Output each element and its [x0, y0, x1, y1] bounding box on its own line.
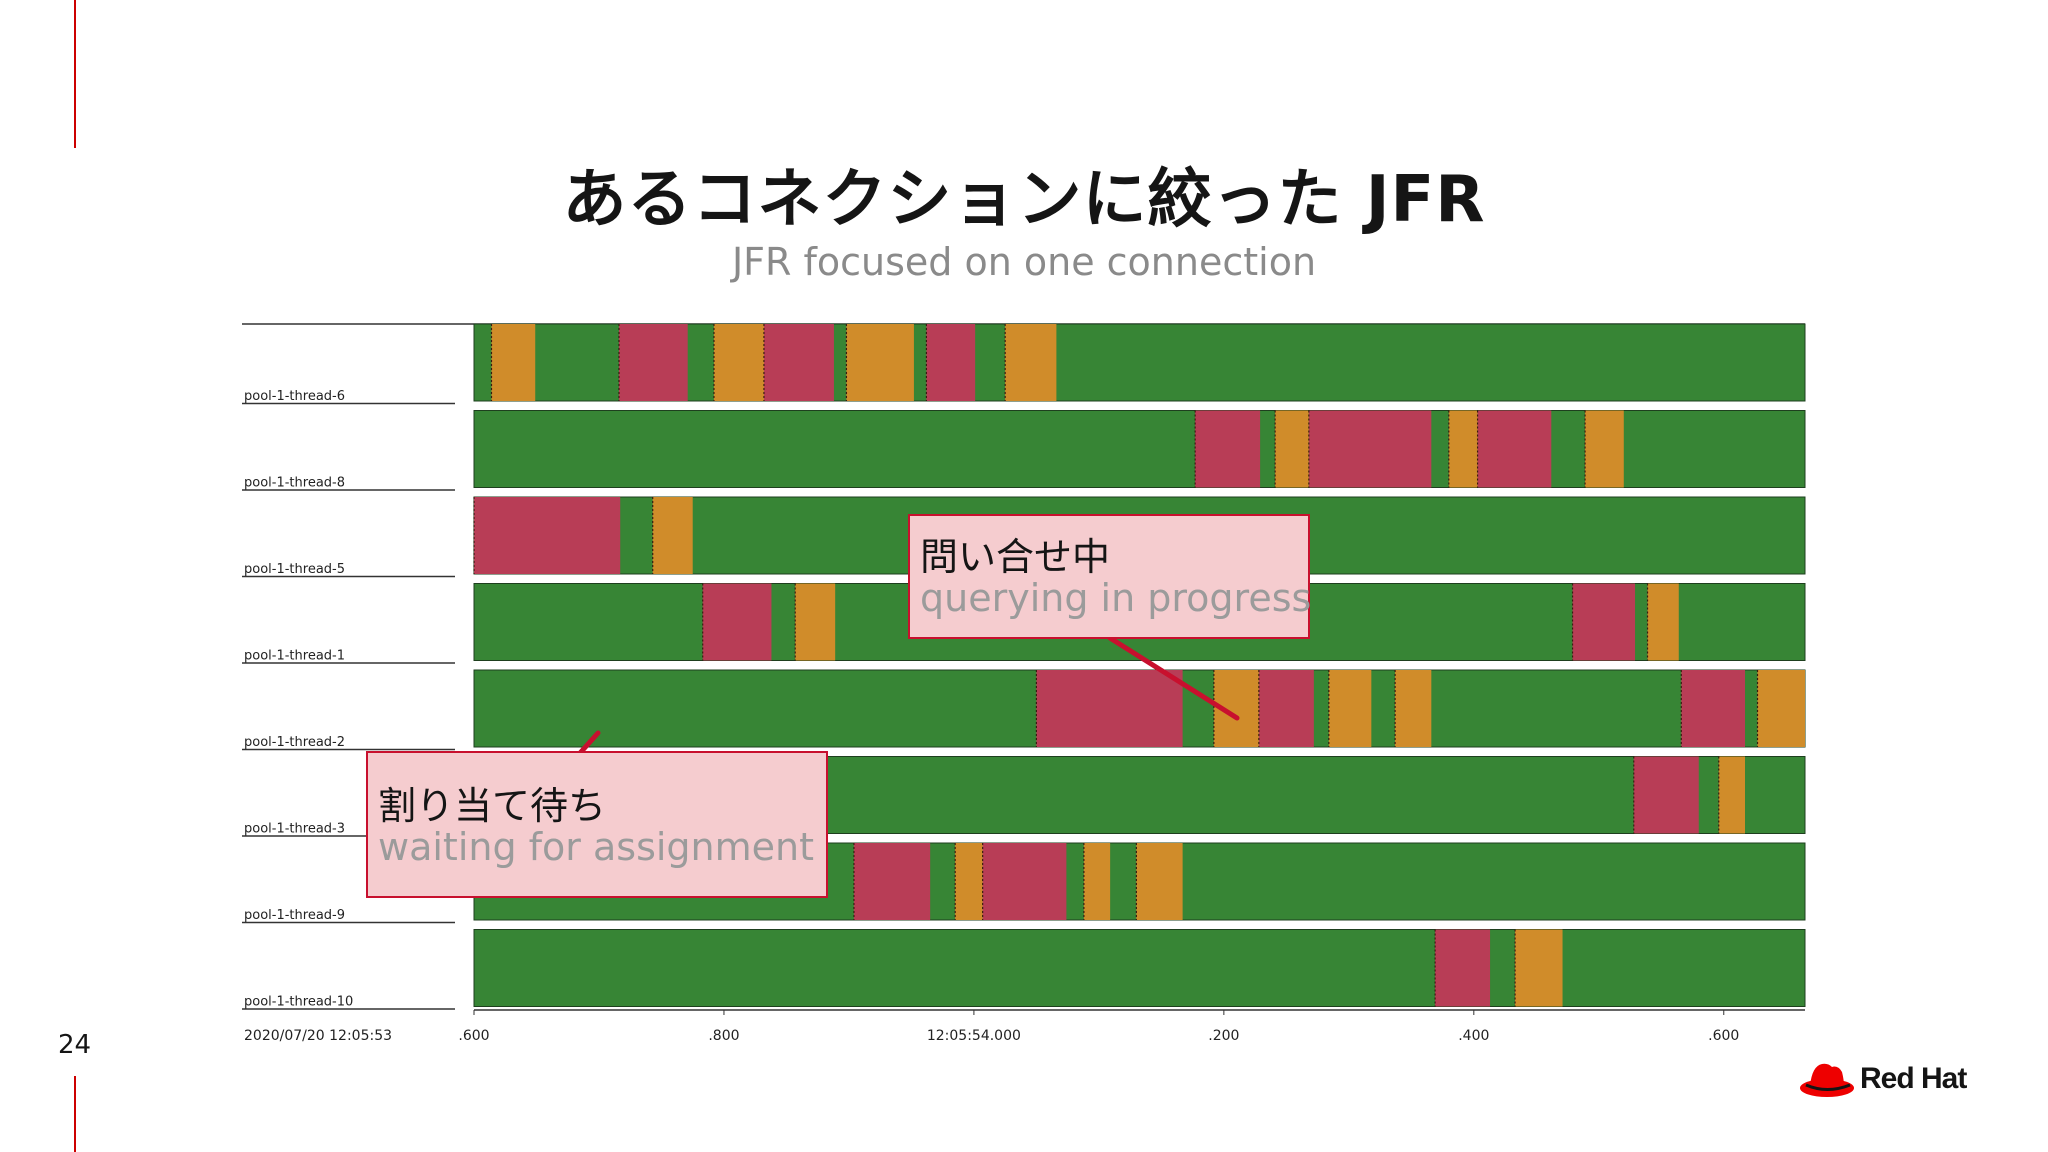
segment-blocked-pool-1-thread-2-4 — [1395, 670, 1432, 747]
accent-line-top — [74, 0, 76, 148]
segment-waiting-pool-1-thread-9-0 — [853, 843, 931, 920]
callout-waiting-ja: 割り当て待ち — [378, 784, 607, 828]
segment-waiting-pool-1-thread-1-2 — [1572, 583, 1636, 661]
slide-title: あるコネクションに絞った JFR — [562, 163, 1486, 237]
redhat-logo: Red Hat — [1798, 1058, 1968, 1102]
segment-blocked-pool-1-thread-8-1 — [1275, 410, 1309, 488]
segment-waiting-pool-1-thread-1-0 — [702, 583, 772, 661]
segment-blocked-pool-1-thread-9-4 — [1136, 843, 1183, 920]
row-label-pool-1-thread-2: pool-1-thread-2 — [244, 735, 345, 750]
segment-waiting-pool-1-thread-5-0 — [474, 497, 621, 574]
x-start-label: 2020/07/20 12:05:53 — [244, 1028, 392, 1044]
segment-waiting-pool-1-thread-8-4 — [1477, 410, 1552, 488]
redhat-logo-text: Red Hat — [1860, 1062, 1967, 1095]
row-label-pool-1-thread-1: pool-1-thread-1 — [244, 649, 345, 664]
segment-waiting-pool-1-thread-6-3 — [763, 324, 834, 401]
callout-waiting: 割り当て待ち waiting for assignment — [366, 751, 828, 898]
row-label-pool-1-thread-5: pool-1-thread-5 — [244, 562, 345, 577]
row-label-pool-1-thread-8: pool-1-thread-8 — [244, 476, 345, 491]
x-tick-label-2: 12:05:54.000 — [927, 1028, 1021, 1044]
x-tick-label-4: .400 — [1458, 1028, 1489, 1044]
segment-blocked-pool-1-thread-6-0 — [491, 324, 536, 401]
segment-blocked-pool-1-thread-6-6 — [1005, 324, 1057, 401]
x-tick-label-3: .200 — [1208, 1028, 1239, 1044]
row-bar-pool-1-thread-8 — [473, 410, 1806, 488]
row-label-pool-1-thread-10: pool-1-thread-10 — [244, 995, 353, 1010]
callout-querying: 問い合せ中 querying in progress — [908, 514, 1312, 639]
row-label-pool-1-thread-6: pool-1-thread-6 — [244, 389, 345, 404]
slide-subtitle: JFR focused on one connection — [731, 240, 1317, 284]
accent-line-bottom — [74, 1076, 76, 1152]
segment-blocked-pool-1-thread-5-1 — [652, 497, 693, 574]
segment-waiting-pool-1-thread-6-5 — [926, 324, 976, 401]
row-label-pool-1-thread-9: pool-1-thread-9 — [244, 908, 345, 923]
segment-blocked-pool-1-thread-1-1 — [795, 583, 836, 661]
segment-blocked-pool-1-thread-9-1 — [955, 843, 983, 920]
segment-blocked-pool-1-thread-2-6 — [1757, 670, 1805, 747]
redhat-hat-icon — [1800, 1063, 1854, 1097]
segment-waiting-pool-1-thread-6-1 — [618, 324, 688, 401]
segment-blocked-pool-1-thread-2-3 — [1328, 670, 1372, 747]
segment-blocked-pool-1-thread-9-3 — [1083, 843, 1111, 920]
callout-querying-pointer — [1107, 635, 1240, 721]
segment-blocked-pool-1-thread-1-3 — [1647, 583, 1679, 661]
segment-blocked-pool-1-thread-6-2 — [713, 324, 764, 401]
x-tick-label-1: .800 — [708, 1028, 739, 1044]
segment-waiting-pool-1-thread-10-0 — [1435, 929, 1491, 1007]
callout-waiting-en: waiting for assignment — [378, 825, 815, 869]
segment-blocked-pool-1-thread-3-1 — [1718, 756, 1746, 834]
callout-querying-en: querying in progress — [920, 576, 1312, 620]
x-tick-label-5: .600 — [1708, 1028, 1739, 1044]
segment-waiting-pool-1-thread-2-5 — [1681, 670, 1746, 747]
segment-waiting-pool-1-thread-3-0 — [1633, 756, 1699, 834]
callout-querying-ja: 問い合せ中 — [920, 535, 1111, 579]
row-bar-pool-1-thread-6 — [473, 323, 1806, 402]
segment-waiting-pool-1-thread-8-0 — [1195, 410, 1261, 488]
segment-blocked-pool-1-thread-10-1 — [1515, 929, 1563, 1007]
segment-blocked-pool-1-thread-6-4 — [846, 324, 914, 401]
segment-waiting-pool-1-thread-9-2 — [982, 843, 1067, 920]
segment-blocked-pool-1-thread-8-3 — [1448, 410, 1478, 488]
page-number: 24 — [58, 1030, 92, 1060]
segment-blocked-pool-1-thread-8-5 — [1585, 410, 1624, 488]
row-bar-pool-1-thread-10 — [473, 929, 1806, 1007]
segment-waiting-pool-1-thread-2-0 — [1036, 670, 1183, 747]
x-tick-label-0: .600 — [458, 1028, 489, 1044]
row-label-pool-1-thread-3: pool-1-thread-3 — [244, 822, 345, 837]
segment-waiting-pool-1-thread-8-2 — [1308, 410, 1432, 488]
segment-waiting-pool-1-thread-2-2 — [1258, 670, 1314, 747]
